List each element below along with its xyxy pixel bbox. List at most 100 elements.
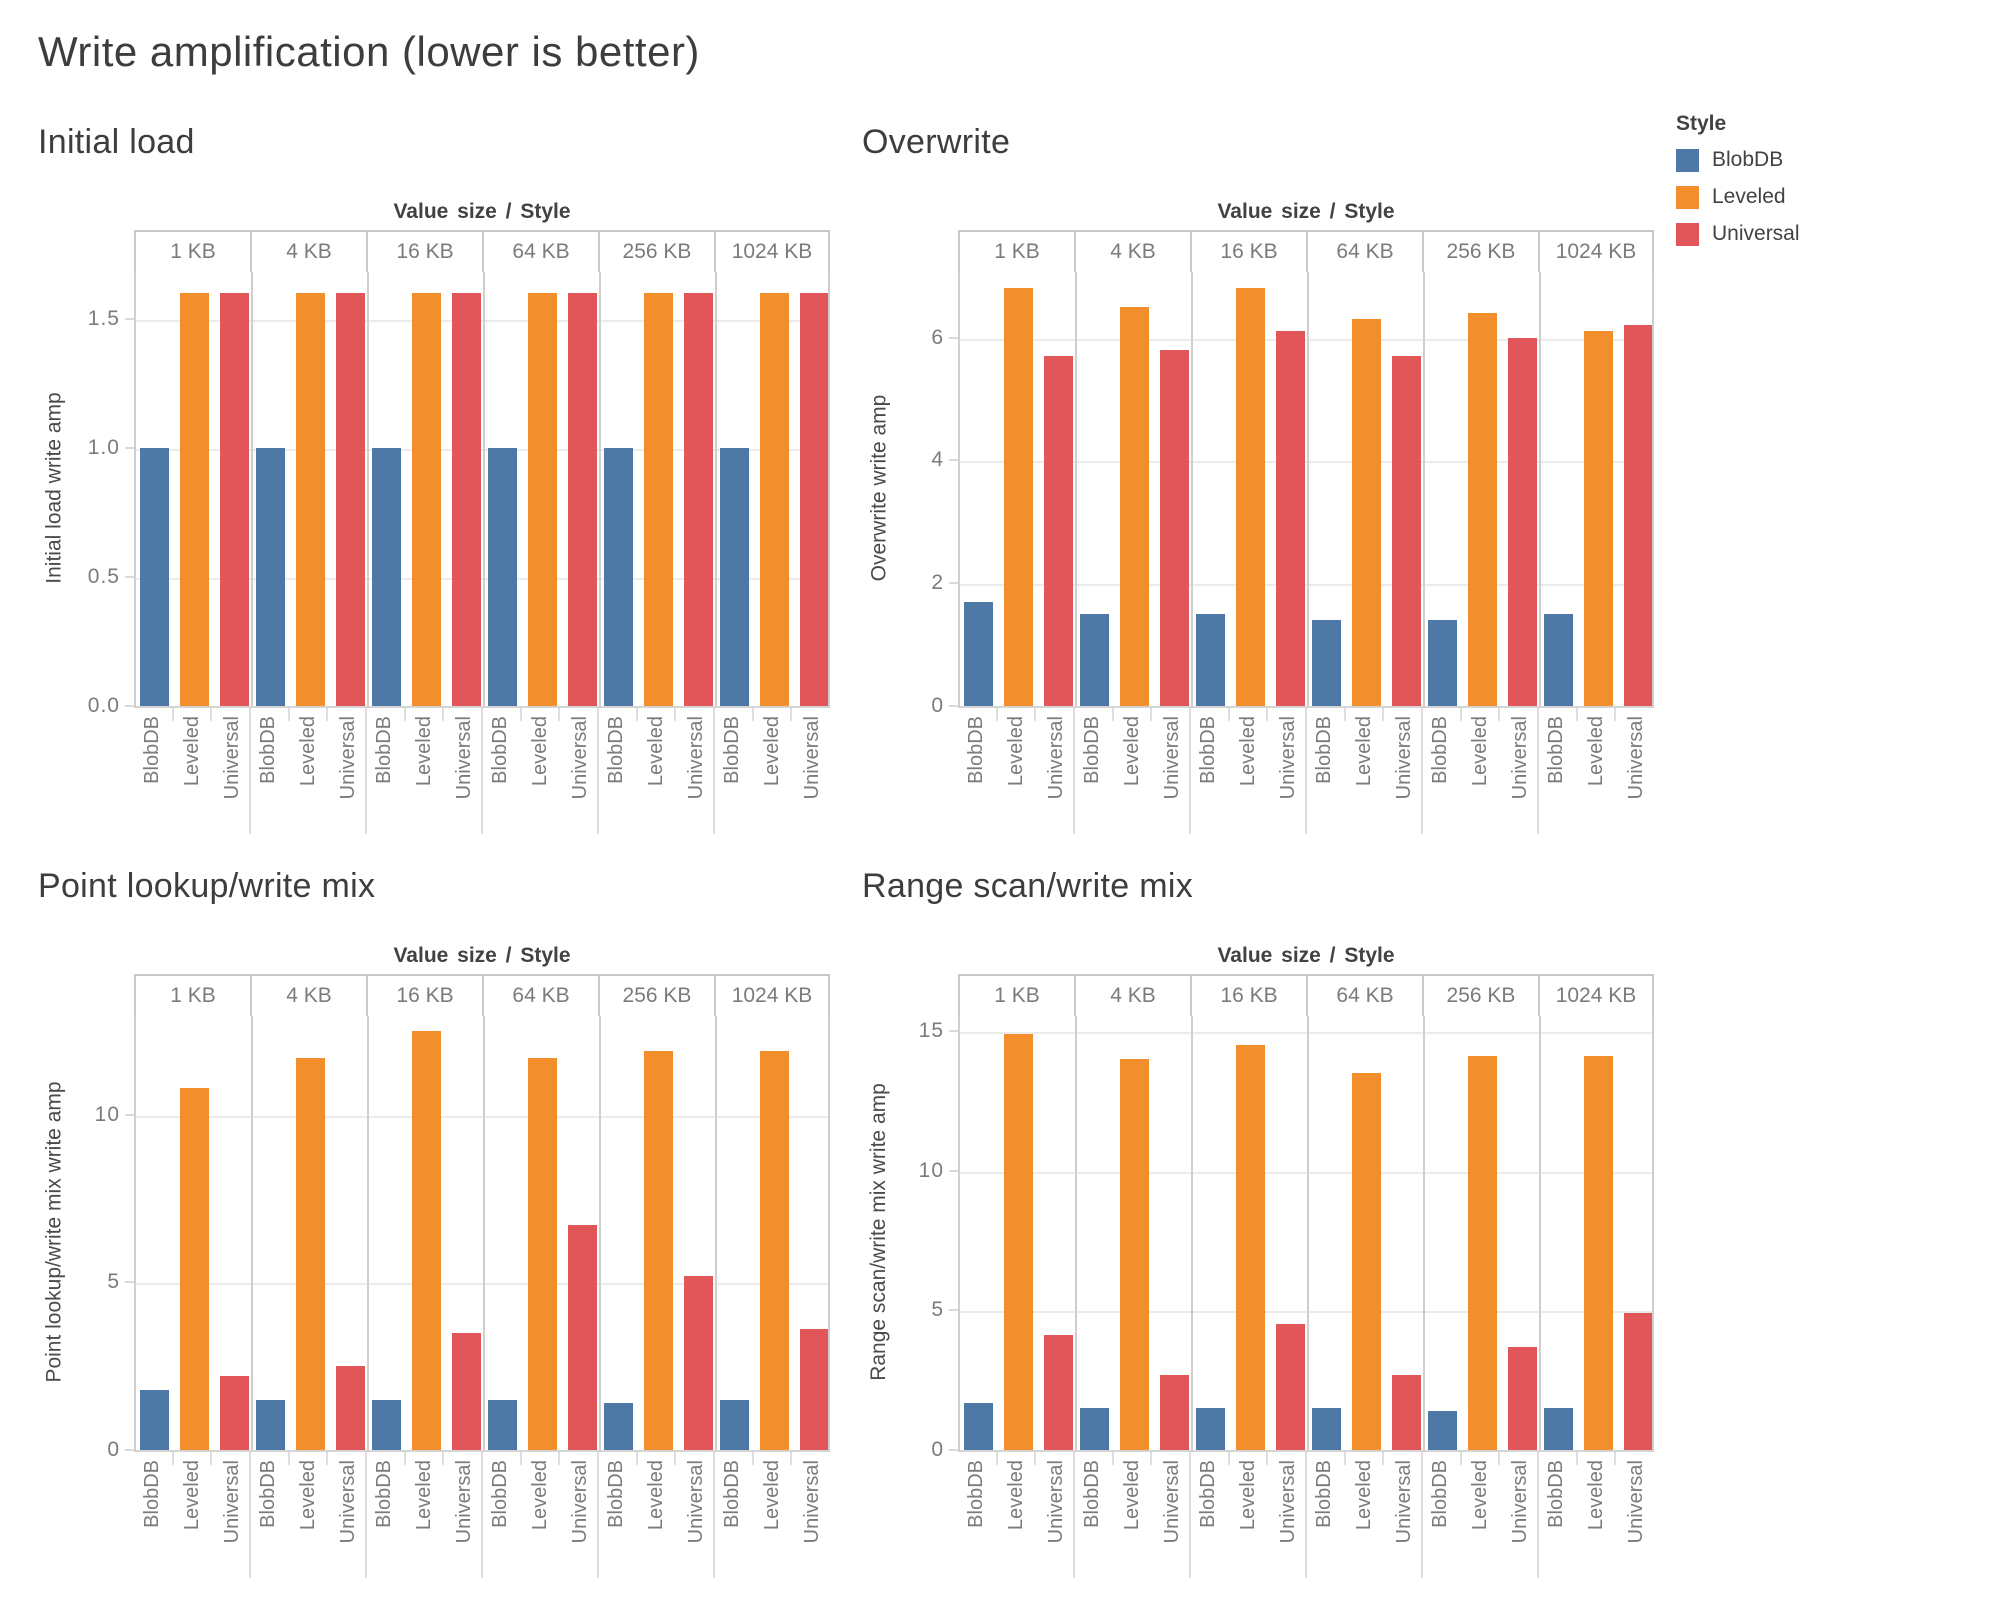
legend-item-blobdb[interactable]: BlobDB xyxy=(1676,148,1876,172)
bar-point-lookup-16-kb-blobdb[interactable] xyxy=(371,1399,401,1450)
bar-range-scan-16-kb-blobdb[interactable] xyxy=(1195,1408,1225,1450)
x-label-1024-kb-blobdb: BlobDB xyxy=(721,1460,743,1528)
pane-separator xyxy=(1421,708,1423,834)
bar-initial-load-256-kb-blobdb[interactable] xyxy=(603,448,633,706)
bar-range-scan-1024-kb-blobdb[interactable] xyxy=(1543,1408,1573,1450)
bar-range-scan-16-kb-leveled[interactable] xyxy=(1235,1044,1265,1450)
bar-overwrite-256-kb-blobdb[interactable] xyxy=(1427,620,1457,706)
bar-overwrite-64-kb-universal[interactable] xyxy=(1391,356,1421,706)
pane-separator xyxy=(1307,1016,1309,1450)
pane-separator xyxy=(1073,708,1075,834)
bar-range-scan-1024-kb-leveled[interactable] xyxy=(1583,1055,1613,1450)
bar-range-scan-256-kb-blobdb[interactable] xyxy=(1427,1410,1457,1450)
bar-overwrite-4-kb-leveled[interactable] xyxy=(1119,306,1149,706)
bar-point-lookup-1-kb-blobdb[interactable] xyxy=(139,1389,169,1450)
pane-separator xyxy=(481,1452,483,1578)
bar-overwrite-4-kb-blobdb[interactable] xyxy=(1079,613,1109,706)
bar-point-lookup-1024-kb-universal[interactable] xyxy=(799,1329,828,1450)
gridline xyxy=(960,338,1652,341)
x-tick-mark xyxy=(1227,1452,1230,1465)
bar-initial-load-1-kb-leveled[interactable] xyxy=(179,293,209,706)
bar-initial-load-256-kb-universal[interactable] xyxy=(683,293,713,706)
bar-range-scan-256-kb-leveled[interactable] xyxy=(1467,1055,1497,1450)
bar-range-scan-4-kb-leveled[interactable] xyxy=(1119,1058,1149,1450)
bar-overwrite-16-kb-blobdb[interactable] xyxy=(1195,613,1225,706)
pane-4-kb xyxy=(1076,272,1192,706)
bar-point-lookup-16-kb-leveled[interactable] xyxy=(411,1030,441,1450)
gridline xyxy=(136,320,828,323)
bar-range-scan-1-kb-leveled[interactable] xyxy=(1003,1033,1033,1450)
bar-overwrite-1-kb-leveled[interactable] xyxy=(1003,288,1033,706)
bar-point-lookup-64-kb-leveled[interactable] xyxy=(527,1057,557,1450)
bar-point-lookup-64-kb-blobdb[interactable] xyxy=(487,1399,517,1450)
bar-initial-load-64-kb-universal[interactable] xyxy=(567,293,597,706)
bar-initial-load-1024-kb-universal[interactable] xyxy=(799,293,828,706)
bar-initial-load-1-kb-universal[interactable] xyxy=(219,293,249,706)
pane-separator xyxy=(1075,1016,1077,1450)
column-field-label: Value size / Style xyxy=(1217,200,1395,223)
bar-range-scan-64-kb-universal[interactable] xyxy=(1391,1374,1421,1450)
bar-point-lookup-1024-kb-blobdb[interactable] xyxy=(719,1399,749,1450)
column-header-256-kb: 256 KB xyxy=(1422,232,1538,272)
bar-point-lookup-4-kb-universal[interactable] xyxy=(335,1366,365,1450)
y-tick-label-1-0: 1.0 xyxy=(87,436,120,459)
bar-overwrite-1024-kb-leveled[interactable] xyxy=(1583,331,1613,706)
bar-range-scan-64-kb-leveled[interactable] xyxy=(1351,1072,1381,1450)
bar-initial-load-16-kb-universal[interactable] xyxy=(451,293,481,706)
bar-range-scan-1-kb-universal[interactable] xyxy=(1043,1335,1073,1450)
bar-overwrite-1024-kb-universal[interactable] xyxy=(1623,325,1652,706)
pane-separator xyxy=(715,1016,717,1450)
x-tick-mark xyxy=(995,708,998,721)
bar-point-lookup-4-kb-leveled[interactable] xyxy=(295,1057,325,1450)
bar-initial-load-64-kb-leveled[interactable] xyxy=(527,293,557,706)
y-tick-label-6: 6 xyxy=(931,325,944,349)
x-label-64-kb-universal: Universal xyxy=(568,716,591,800)
bar-initial-load-4-kb-universal[interactable] xyxy=(335,293,365,706)
bar-overwrite-256-kb-universal[interactable] xyxy=(1507,337,1537,706)
x-tick-mark xyxy=(1498,1452,1501,1465)
bar-range-scan-256-kb-universal[interactable] xyxy=(1507,1346,1537,1450)
bar-point-lookup-64-kb-universal[interactable] xyxy=(567,1225,597,1450)
bar-overwrite-256-kb-leveled[interactable] xyxy=(1467,313,1497,706)
bar-initial-load-1024-kb-blobdb[interactable] xyxy=(719,448,749,706)
bar-overwrite-1024-kb-blobdb[interactable] xyxy=(1543,613,1573,706)
bar-initial-load-4-kb-leveled[interactable] xyxy=(295,293,325,706)
bar-point-lookup-1024-kb-leveled[interactable] xyxy=(759,1050,789,1450)
bar-range-scan-64-kb-blobdb[interactable] xyxy=(1311,1408,1341,1450)
legend-item-universal[interactable]: Universal xyxy=(1676,222,1876,246)
bar-initial-load-16-kb-leveled[interactable] xyxy=(411,293,441,706)
bar-point-lookup-256-kb-universal[interactable] xyxy=(683,1275,713,1450)
x-tick-mark xyxy=(287,1452,290,1465)
bar-initial-load-1024-kb-leveled[interactable] xyxy=(759,293,789,706)
column-header-1024-kb: 1024 KB xyxy=(1538,232,1654,272)
bar-range-scan-4-kb-blobdb[interactable] xyxy=(1079,1408,1109,1450)
bar-overwrite-64-kb-leveled[interactable] xyxy=(1351,319,1381,706)
bar-range-scan-16-kb-universal[interactable] xyxy=(1275,1324,1305,1450)
bar-overwrite-64-kb-blobdb[interactable] xyxy=(1311,620,1341,706)
y-axis-title: Initial load write amp xyxy=(43,392,67,584)
column-headers: 1 KB 4 KB 16 KB 64 KB 256 KB 1024 KB xyxy=(958,974,1654,1016)
bar-point-lookup-4-kb-blobdb[interactable] xyxy=(255,1399,285,1450)
bar-point-lookup-1-kb-leveled[interactable] xyxy=(179,1087,209,1450)
pane-separator xyxy=(1307,272,1309,706)
bar-overwrite-16-kb-universal[interactable] xyxy=(1275,331,1305,706)
bar-overwrite-16-kb-leveled[interactable] xyxy=(1235,288,1265,706)
bar-initial-load-1-kb-blobdb[interactable] xyxy=(139,448,169,706)
bar-overwrite-4-kb-universal[interactable] xyxy=(1159,349,1189,706)
bar-initial-load-256-kb-leveled[interactable] xyxy=(643,293,673,706)
bar-overwrite-1-kb-blobdb[interactable] xyxy=(963,601,993,706)
bar-range-scan-1-kb-blobdb[interactable] xyxy=(963,1402,993,1450)
y-tick-label-10: 10 xyxy=(918,1158,944,1182)
bar-point-lookup-256-kb-blobdb[interactable] xyxy=(603,1403,633,1450)
x-label-256-kb-leveled: Leveled xyxy=(645,1460,667,1531)
bar-initial-load-64-kb-blobdb[interactable] xyxy=(487,448,517,706)
bar-range-scan-1024-kb-universal[interactable] xyxy=(1623,1313,1652,1450)
bar-point-lookup-16-kb-universal[interactable] xyxy=(451,1332,481,1450)
bar-initial-load-4-kb-blobdb[interactable] xyxy=(255,448,285,706)
bar-initial-load-16-kb-blobdb[interactable] xyxy=(371,448,401,706)
bar-point-lookup-256-kb-leveled[interactable] xyxy=(643,1050,673,1450)
legend-item-leveled[interactable]: Leveled xyxy=(1676,185,1876,209)
bar-point-lookup-1-kb-universal[interactable] xyxy=(219,1376,249,1450)
bar-overwrite-1-kb-universal[interactable] xyxy=(1043,356,1073,706)
bar-range-scan-4-kb-universal[interactable] xyxy=(1159,1374,1189,1450)
